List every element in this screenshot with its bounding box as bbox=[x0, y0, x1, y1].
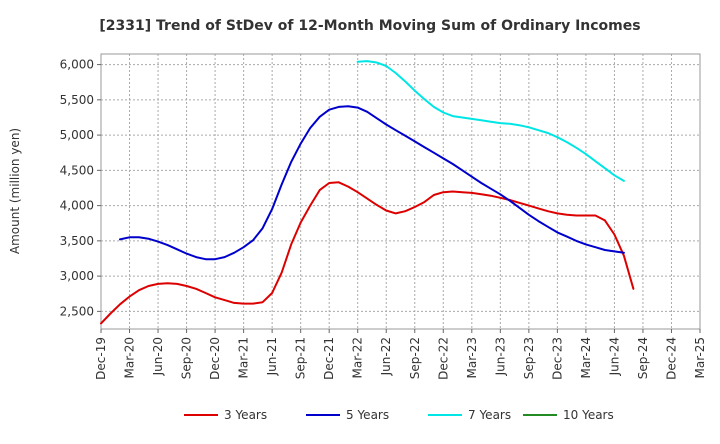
chart-title: [2331] Trend of StDev of 12-Month Moving… bbox=[99, 18, 640, 34]
x-tick-label: Dec-19 bbox=[94, 337, 108, 380]
y-tick-label: 5,000 bbox=[60, 128, 94, 142]
x-tick-label: Dec-20 bbox=[208, 337, 222, 380]
x-tick-label: Mar-23 bbox=[465, 337, 479, 378]
legend-label-5-years: 5 Years bbox=[346, 408, 389, 422]
x-tick-label: Mar-20 bbox=[123, 337, 137, 378]
x-tick-label: Sep-24 bbox=[636, 337, 650, 379]
x-tick-label: Jun-20 bbox=[151, 337, 165, 376]
x-tick-label: Dec-23 bbox=[550, 337, 564, 380]
x-tick-label: Sep-21 bbox=[294, 337, 308, 379]
x-tick-label: Dec-21 bbox=[322, 337, 336, 380]
x-tick-label: Mar-24 bbox=[579, 337, 593, 378]
x-tick-label: Jun-22 bbox=[379, 337, 393, 376]
y-tick-label: 4,500 bbox=[60, 163, 94, 177]
x-tick-label: Jun-23 bbox=[493, 337, 507, 376]
legend-label-7-years: 7 Years bbox=[468, 408, 511, 422]
x-tick-label: Sep-20 bbox=[180, 337, 194, 379]
x-tick-label: Dec-22 bbox=[436, 337, 450, 380]
x-tick-label: Jun-24 bbox=[607, 337, 621, 376]
x-tick-label: Mar-22 bbox=[351, 337, 365, 378]
plot-frame bbox=[100, 53, 701, 330]
y-axis-label: Amount (million yen) bbox=[8, 128, 22, 254]
x-tick-label: Mar-21 bbox=[237, 337, 251, 378]
y-tick-label: 6,000 bbox=[60, 58, 94, 72]
grid bbox=[101, 54, 700, 329]
series-line-5-years bbox=[119, 105, 625, 261]
y-tick-label: 3,000 bbox=[60, 269, 94, 283]
y-axis-ticks: 2,500 3,000 3,500 4,000 4,500 5,000 5,500 6,000 bbox=[60, 58, 101, 318]
x-tick-label: Sep-22 bbox=[408, 337, 422, 379]
x-tick-label: Mar-25 bbox=[693, 337, 707, 378]
series-line-3-years bbox=[100, 181, 635, 325]
legend-label-10-years: 10 Years bbox=[563, 408, 614, 422]
x-tick-label: Sep-23 bbox=[522, 337, 536, 379]
series-line-7-years bbox=[356, 60, 625, 182]
legend: 3 Years 5 Years 7 Years 10 Years bbox=[184, 408, 614, 422]
x-axis-ticks: Dec-19 Mar-20 Jun-20 Sep-20 Dec-20 Mar-21 Jun-… bbox=[94, 329, 707, 380]
y-tick-label: 2,500 bbox=[60, 304, 94, 318]
y-tick-label: 5,500 bbox=[60, 93, 94, 107]
y-tick-label: 4,000 bbox=[60, 199, 94, 213]
legend-label-3-years: 3 Years bbox=[224, 408, 267, 422]
x-tick-label: Jun-21 bbox=[265, 337, 279, 376]
series-lines bbox=[100, 60, 635, 325]
x-tick-label: Dec-24 bbox=[664, 337, 678, 380]
y-tick-label: 3,500 bbox=[60, 234, 94, 248]
